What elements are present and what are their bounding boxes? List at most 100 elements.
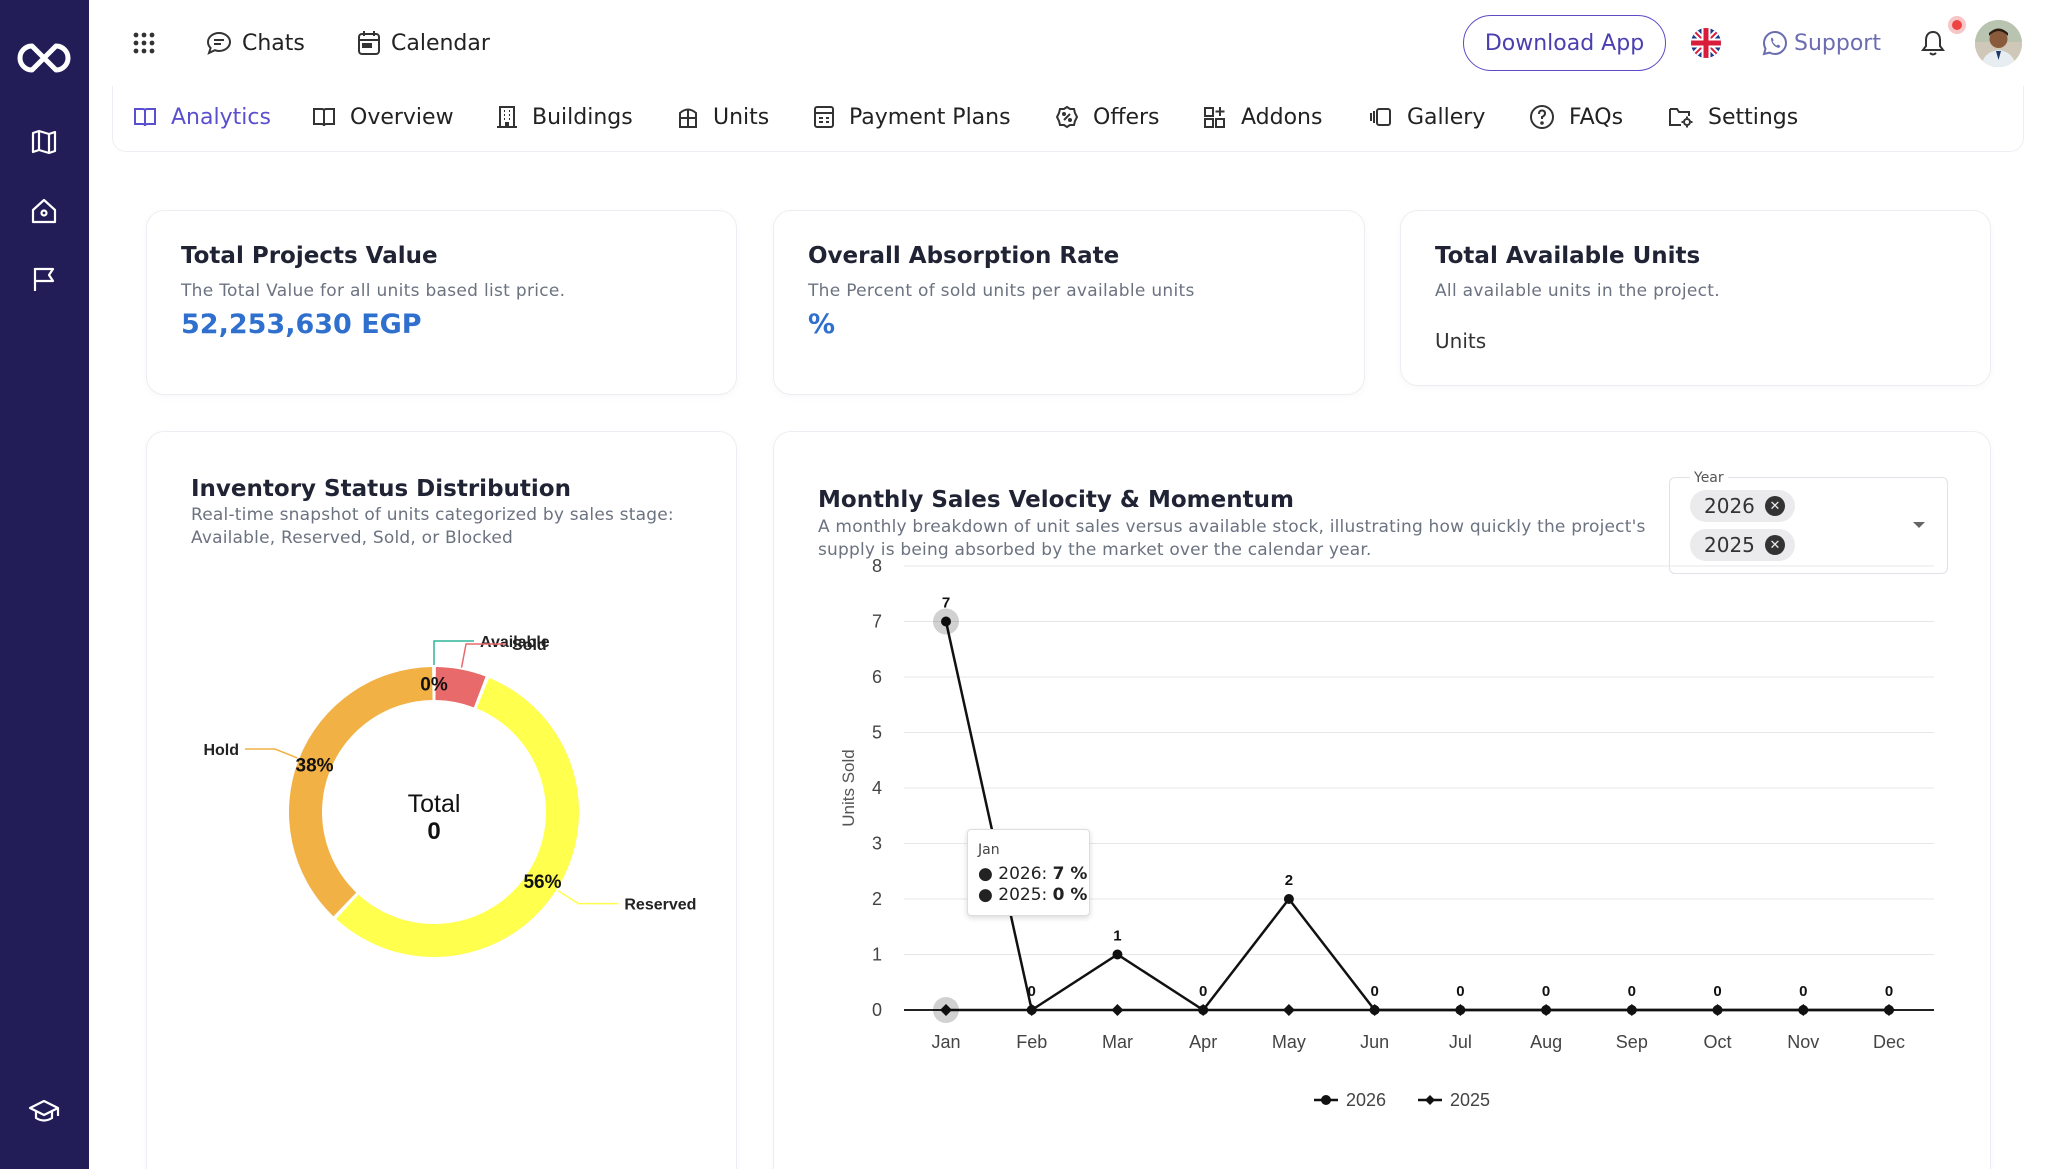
donut-center-label: Total	[408, 790, 461, 818]
data-point-2025[interactable]	[940, 1004, 952, 1016]
year-chip-2026[interactable]: 2026 ✕	[1690, 490, 1795, 522]
donut-slice-hold[interactable]	[289, 667, 433, 917]
calendar-link[interactable]: Calendar	[357, 22, 490, 64]
uk-flag-icon[interactable]	[1691, 28, 1721, 58]
data-point-2026[interactable]	[1541, 1005, 1552, 1015]
donut-percent-label: 0%	[420, 675, 448, 696]
data-label: 0	[1028, 983, 1036, 1000]
payment-plans-icon	[814, 106, 834, 128]
kpi-value: Units	[1435, 329, 1487, 353]
tooltip-series: 2025	[998, 885, 1042, 905]
data-point-2026[interactable]	[1198, 1005, 1209, 1015]
tab-overview[interactable]: Overview	[312, 96, 454, 138]
y-tick-label: 3	[872, 834, 882, 854]
tab-settings[interactable]: Settings	[1668, 96, 1798, 138]
data-label: 0	[1799, 983, 1807, 1000]
kpi-value: 52,253,630 EGP	[181, 309, 422, 340]
data-point-2025[interactable]	[1111, 1004, 1124, 1016]
tab-buildings[interactable]: Buildings	[496, 96, 633, 138]
x-tick-label: May	[1272, 1032, 1306, 1052]
tab-gallery[interactable]: Gallery	[1369, 96, 1485, 138]
x-tick-label: Jun	[1360, 1032, 1389, 1052]
legend-label[interactable]: 2025	[1450, 1090, 1490, 1110]
data-label: 0	[1542, 983, 1550, 1000]
tab-units[interactable]: Units	[677, 96, 769, 138]
donut-slice-reserved[interactable]	[336, 677, 579, 958]
addons-grid-icon	[1204, 107, 1225, 128]
app-logo-icon[interactable]	[14, 28, 74, 88]
data-point-2026[interactable]	[1369, 1005, 1380, 1015]
graduation-cap-icon[interactable]	[26, 1094, 62, 1130]
gallery-icon	[1370, 108, 1391, 126]
tab-offers[interactable]: Offers	[1055, 96, 1160, 138]
kpi-card-total-projects-value: Total Projects Value The Total Value for…	[146, 210, 737, 395]
data-point-2026[interactable]	[1626, 1005, 1637, 1015]
data-point-2026[interactable]	[1455, 1005, 1466, 1015]
tab-faqs[interactable]: FAQs	[1529, 96, 1623, 138]
donut-slice-sold[interactable]	[435, 667, 486, 708]
donut-legend-label: Reserved	[624, 897, 696, 914]
y-tick-label: 2	[872, 889, 882, 909]
year-filter-select[interactable]: Year 2026 ✕ 2025 ✕	[1669, 470, 1948, 574]
download-app-button[interactable]: Download App	[1463, 15, 1666, 71]
whatsapp-icon	[1762, 30, 1788, 56]
x-tick-label: Jan	[931, 1032, 960, 1052]
chevron-down-icon[interactable]	[1913, 522, 1925, 528]
map-icon[interactable]	[26, 124, 62, 160]
support-link[interactable]: Support	[1762, 22, 1881, 64]
data-point-2025[interactable]	[1282, 1004, 1295, 1016]
y-tick-label: 4	[872, 778, 882, 798]
donut-percent-label: 56%	[523, 872, 561, 893]
chats-label: Chats	[242, 30, 305, 56]
data-point-2026[interactable]	[1884, 1005, 1894, 1015]
tab-payment-plans[interactable]: Payment Plans	[813, 96, 1011, 138]
tab-label: Units	[713, 104, 770, 130]
book-open-icon	[134, 108, 156, 127]
tab-label: Overview	[350, 104, 454, 130]
donut-center-value: 0	[427, 818, 440, 845]
notification-dot-icon	[1948, 16, 1966, 34]
apps-grid-icon	[133, 32, 155, 54]
tooltip-row: ● 2025: 0 %	[978, 885, 1088, 905]
project-tabs-bar: Analytics Overview Buildings Units Payme…	[112, 86, 2024, 152]
tooltip-value: 0 %	[1052, 885, 1088, 905]
data-label: 1	[1113, 928, 1121, 945]
data-point-2026[interactable]	[1026, 1005, 1037, 1015]
data-point-2026[interactable]	[1712, 1005, 1723, 1015]
sales-line-chart: 0 1 2 3 4 5 6 7 8 Jan Feb Mar Apr May Jun Jul Aug Sep Oct N…	[839, 556, 1934, 1110]
tab-analytics[interactable]: Analytics	[133, 96, 271, 138]
data-point-2026[interactable]	[1112, 949, 1123, 960]
sales-subtitle-line2: supply is being absorbed by the market o…	[818, 540, 1372, 560]
support-label: Support	[1794, 30, 1881, 56]
tab-addons[interactable]: Addons	[1203, 96, 1322, 138]
chats-link[interactable]: Chats	[206, 22, 305, 64]
legend-marker	[1321, 1095, 1331, 1105]
flag-icon[interactable]	[26, 261, 62, 297]
donut-leader-line	[460, 643, 507, 668]
top-bar: Chats Calendar Download App Support	[89, 0, 2048, 86]
inventory-title: Inventory Status Distribution	[191, 476, 571, 502]
data-point-2026[interactable]	[1798, 1005, 1809, 1015]
donut-legend-label: Hold	[203, 742, 239, 759]
chat-bubble-icon	[206, 31, 232, 55]
legend-marker	[1425, 1095, 1435, 1105]
donut-legend-label: Sold	[512, 637, 547, 654]
home-icon[interactable]	[26, 193, 62, 229]
x-tick-label: Dec	[1873, 1032, 1905, 1052]
kpi-subtitle: All available units in the project.	[1435, 281, 1720, 301]
remove-chip-icon[interactable]: ✕	[1764, 535, 1785, 555]
user-avatar[interactable]	[1975, 20, 2022, 67]
data-point-2026[interactable]	[941, 616, 951, 627]
question-icon	[1530, 105, 1554, 129]
y-tick-label: 5	[872, 723, 882, 743]
data-point-2026[interactable]	[1283, 894, 1294, 904]
tooltip-value: 7 %	[1052, 864, 1088, 884]
building-icon	[497, 106, 517, 128]
apps-grid-button[interactable]	[131, 22, 157, 64]
remove-chip-icon[interactable]: ✕	[1764, 496, 1785, 516]
notifications-bell-icon[interactable]	[1918, 28, 1948, 58]
year-chip-2025[interactable]: 2025 ✕	[1690, 529, 1795, 561]
book-icon	[313, 108, 335, 127]
y-axis-label: Units Sold	[839, 749, 858, 826]
legend-label[interactable]: 2026	[1346, 1090, 1386, 1110]
